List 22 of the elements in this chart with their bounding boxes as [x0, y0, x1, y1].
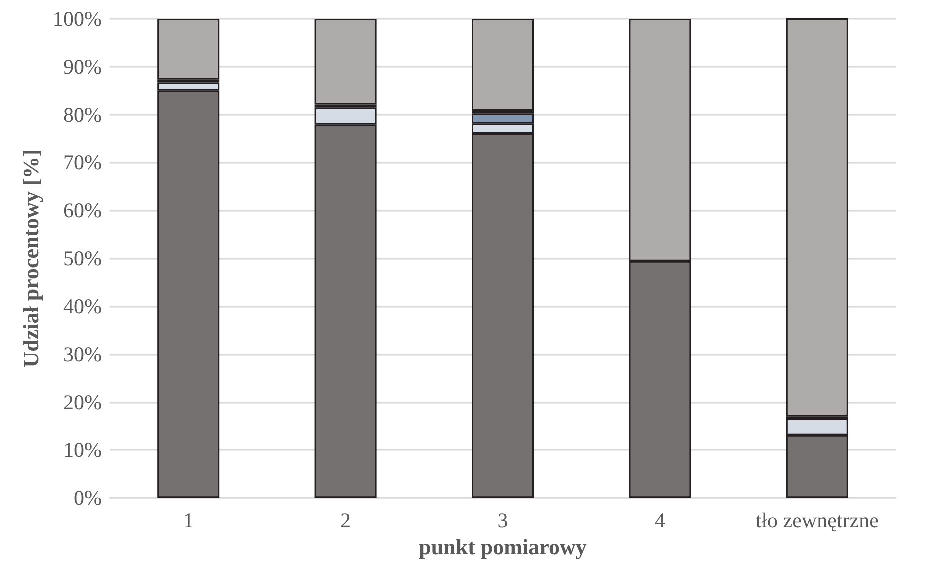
y-tick-label: 90%	[64, 54, 102, 79]
x-tick-label: 4	[654, 508, 666, 533]
y-tick-label: 0%	[74, 486, 102, 510]
y-tick-label: 60%	[64, 198, 102, 223]
y-tick-label: 70%	[64, 150, 102, 175]
y-tick-label: 100%	[53, 7, 102, 31]
y-tick-label: 80%	[64, 102, 102, 127]
x-tick-label: 2	[340, 508, 352, 533]
y-tick-label: 10%	[64, 438, 102, 462]
bar	[786, 18, 848, 417]
y-tick-label: 20%	[64, 390, 102, 414]
y-axis-title: Udział procentowy [%]	[18, 149, 44, 368]
x-tick-label: 1	[183, 508, 194, 533]
bar	[314, 19, 377, 105]
y-tick-label: 30%	[64, 342, 102, 366]
x-tick-label: tło zewnętrzne	[756, 508, 879, 533]
bar	[472, 19, 534, 111]
x-axis-title: punkt pomiarowy	[419, 534, 587, 560]
y-tick-label: 40%	[64, 294, 102, 318]
bar	[158, 19, 220, 80]
y-tick-label: 50%	[64, 246, 102, 271]
x-tick-label: 3	[498, 508, 508, 533]
